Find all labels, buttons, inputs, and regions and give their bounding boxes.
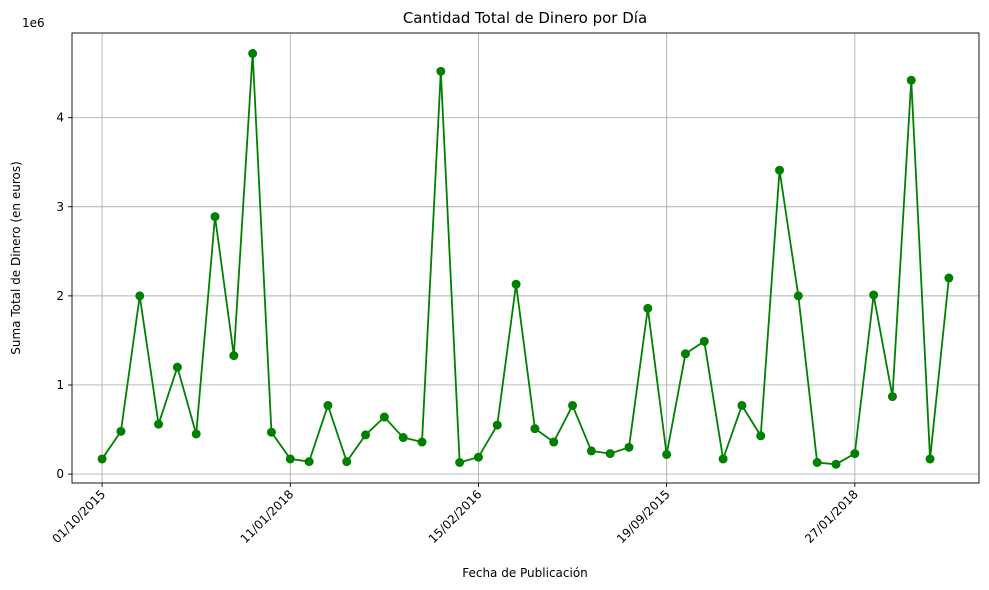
data-point (361, 430, 371, 440)
data-point (417, 437, 427, 447)
data-point (436, 66, 446, 76)
data-point (756, 431, 766, 441)
data-point (699, 336, 709, 346)
data-point (812, 458, 822, 468)
series-line (101, 53, 950, 466)
data-point (191, 429, 201, 439)
y-tick-label: 0 (56, 467, 64, 481)
y-tick-label: 4 (56, 111, 64, 125)
x-tick-label: 19/09/2015 (614, 487, 673, 546)
chart-title: Cantidad Total de Dinero por Día (403, 9, 647, 27)
data-point (323, 400, 333, 410)
data-point (492, 420, 502, 430)
y-axis-label: Suma Total de Dinero (en euros) (9, 161, 23, 355)
y-tick-label: 3 (56, 200, 64, 214)
data-point (455, 458, 465, 468)
data-point (154, 419, 164, 429)
y-offset-text: 1e6 (22, 16, 45, 30)
data-point (398, 433, 408, 443)
x-tick-label: 27/01/2018 (802, 487, 861, 546)
data-point (869, 290, 879, 300)
plot-frame (71, 32, 980, 484)
data-point (511, 279, 521, 289)
data-point (680, 349, 690, 359)
data-point (248, 48, 258, 58)
data-point (116, 426, 126, 436)
x-tick-label: 15/02/2016 (426, 487, 485, 546)
y-tick-label: 1 (56, 378, 64, 392)
data-point (775, 165, 785, 175)
data-point (906, 75, 916, 85)
data-point (831, 459, 841, 469)
data-point (549, 437, 559, 447)
data-point (643, 303, 653, 313)
data-point (662, 449, 672, 459)
series-line-group (97, 48, 954, 469)
data-point (605, 449, 615, 459)
data-point (229, 351, 239, 361)
axis-ticks: 01/10/2015 11/01/2018 15/02/2016 19/09/2015… (49, 111, 861, 546)
data-point (266, 427, 276, 437)
data-point (887, 392, 897, 402)
data-point (342, 457, 352, 467)
data-point (925, 454, 935, 464)
x-axis-label: Fecha de Publicación (462, 566, 588, 580)
data-point (568, 400, 578, 410)
y-tick-label: 2 (56, 289, 64, 303)
data-point (285, 454, 295, 464)
data-point (586, 446, 596, 456)
data-point (473, 452, 483, 462)
data-point (304, 457, 314, 467)
x-tick-label: 11/01/2018 (238, 487, 297, 546)
x-tick-label: 01/10/2015 (49, 487, 108, 546)
data-point (944, 273, 954, 283)
data-point (737, 400, 747, 410)
grid (72, 33, 979, 483)
data-point (793, 291, 803, 301)
data-point (530, 424, 540, 434)
data-point (210, 212, 220, 222)
data-point (850, 449, 860, 459)
data-point (135, 291, 145, 301)
data-point (718, 454, 728, 464)
data-point (379, 412, 389, 422)
data-point (172, 362, 182, 372)
data-point (624, 442, 634, 452)
data-point (97, 454, 107, 464)
